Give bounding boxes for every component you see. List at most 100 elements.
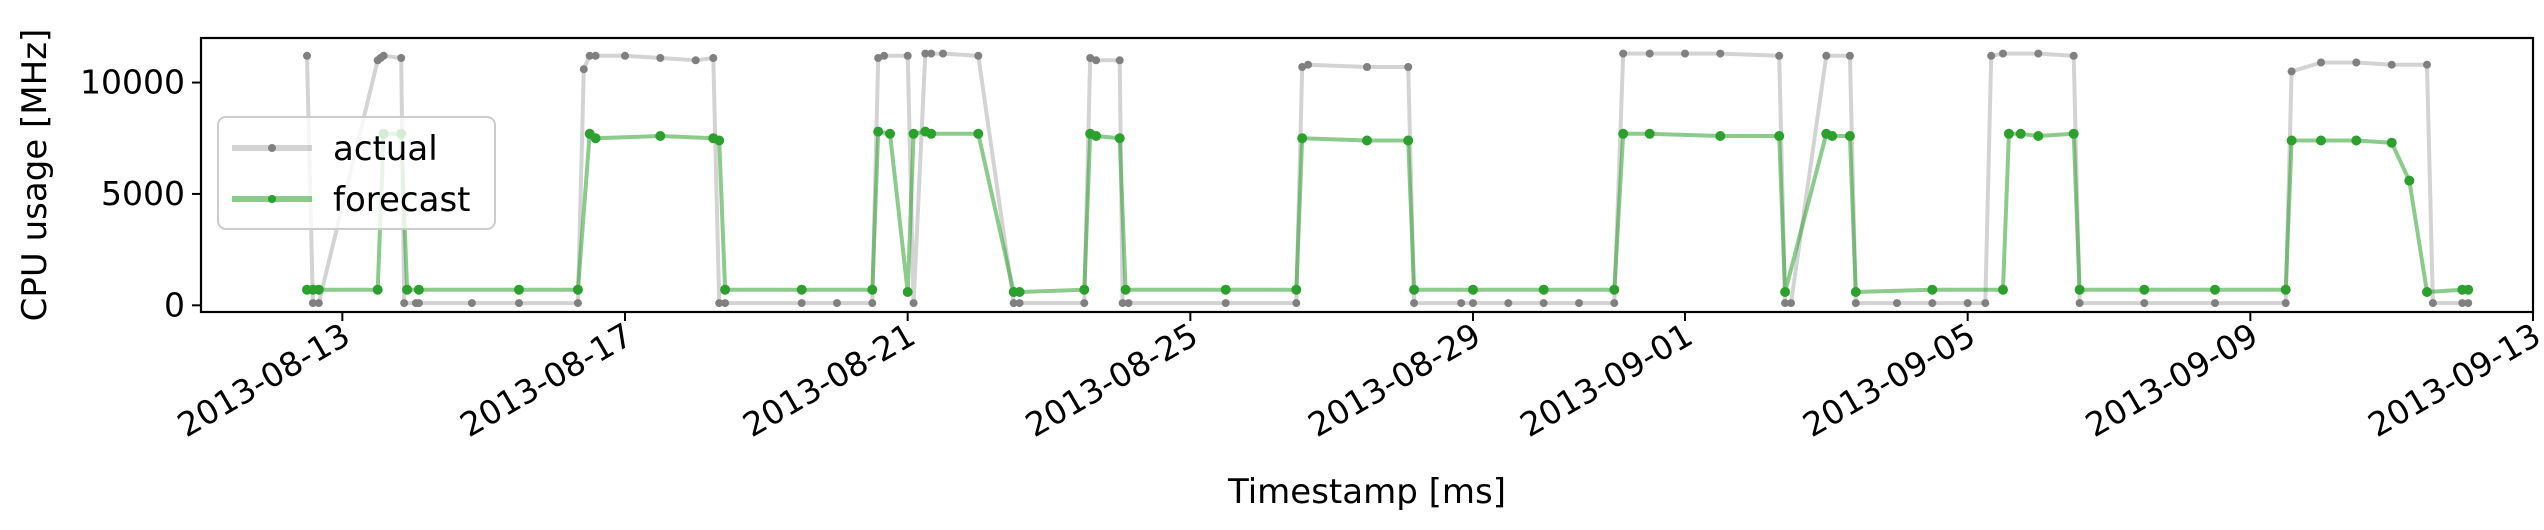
data-point-forecast: [2286, 135, 2297, 146]
data-point-actual: [1845, 51, 1854, 60]
data-point-forecast: [885, 128, 895, 139]
data-point-forecast: [873, 126, 884, 137]
data-point-forecast: [2033, 131, 2044, 141]
data-point-actual: [579, 65, 588, 74]
data-point-actual: [2317, 58, 2325, 67]
x-tick-label: 2013-08-13: [171, 315, 357, 445]
data-point-forecast: [1120, 284, 1131, 295]
data-point-actual: [1410, 299, 1419, 308]
data-point-actual: [573, 299, 582, 308]
data-point-actual: [1404, 63, 1413, 71]
legend-actual-marker: [268, 144, 276, 152]
data-point-actual: [303, 51, 311, 60]
data-point-actual: [1716, 49, 1725, 58]
data-point-actual: [400, 299, 409, 308]
data-point-forecast: [1291, 284, 1302, 295]
data-point-forecast: [1774, 131, 1785, 141]
data-point-actual: [1928, 299, 1937, 308]
data-point-forecast: [720, 284, 731, 295]
data-point-actual: [1851, 299, 1860, 308]
data-point-actual: [1981, 299, 1990, 308]
data-point-actual: [515, 299, 523, 308]
data-point-actual: [939, 49, 947, 58]
data-point-actual: [833, 299, 841, 308]
data-point-forecast: [372, 284, 383, 295]
data-point-forecast: [514, 284, 524, 295]
data-point-actual: [2069, 51, 2078, 60]
data-point-actual: [1363, 63, 1371, 71]
data-point-forecast: [1827, 131, 1838, 141]
data-point-forecast: [2386, 137, 2397, 148]
data-point-actual: [909, 299, 918, 308]
data-point-forecast: [1715, 131, 1726, 141]
data-point-actual: [1610, 299, 1619, 308]
data-point-actual: [1619, 49, 1628, 58]
legend-forecast-marker: [268, 195, 276, 203]
data-point-actual: [2458, 299, 2467, 308]
data-point-actual: [1775, 51, 1784, 60]
data-point-forecast: [1609, 284, 1620, 295]
data-point-actual: [927, 49, 936, 58]
series-actual: [303, 49, 2473, 308]
data-point-actual: [621, 51, 629, 60]
data-point-actual: [974, 51, 983, 60]
data-point-actual: [1457, 299, 1466, 308]
data-point-forecast: [867, 284, 878, 295]
data-point-actual: [2287, 67, 2296, 76]
data-point-forecast: [1468, 284, 1478, 295]
y-tick-label: 10000: [80, 63, 185, 102]
data-point-actual: [1681, 49, 1689, 58]
plot-area: [302, 49, 2474, 308]
x-tick-label: 2013-09-05: [1796, 315, 1982, 445]
data-point-actual: [880, 51, 889, 60]
data-point-forecast: [572, 284, 583, 295]
data-point-forecast: [2015, 128, 2026, 139]
data-point-forecast: [1927, 284, 1938, 295]
data-point-actual: [1469, 299, 1477, 308]
legend-forecast-label: forecast: [333, 180, 471, 220]
data-point-actual: [1539, 299, 1548, 308]
data-point-actual: [1575, 299, 1583, 308]
data-point-forecast: [908, 128, 919, 139]
data-point-actual: [1645, 49, 1654, 58]
data-point-actual: [1304, 60, 1313, 69]
data-point-forecast: [2074, 284, 2085, 295]
data-point-forecast: [1850, 287, 1861, 297]
data-point-actual: [1987, 51, 1996, 60]
x-tick-label: 2013-09-13: [2361, 315, 2544, 445]
data-point-actual: [1504, 299, 1513, 308]
data-point-forecast: [1220, 284, 1231, 295]
data-point-forecast: [902, 287, 913, 297]
data-point-actual: [2034, 49, 2043, 58]
x-tick-label: 2013-08-25: [1019, 315, 1205, 445]
series-forecast: [302, 126, 2474, 297]
data-point-actual: [2464, 299, 2473, 308]
x-axis: 2013-08-13 2013-08-17 2013-08-21 2013-08-25…: [171, 312, 2544, 445]
data-point-actual: [709, 54, 718, 62]
data-point-actual: [397, 54, 406, 62]
data-point-forecast: [1780, 287, 1791, 297]
data-point-forecast: [973, 128, 984, 139]
data-point-forecast: [796, 284, 807, 295]
data-point-actual: [2423, 60, 2431, 69]
data-point-actual: [308, 299, 317, 308]
data-point-forecast: [402, 284, 413, 295]
data-point-actual: [1999, 49, 2007, 58]
data-point-forecast: [313, 284, 324, 295]
data-point-forecast: [1644, 128, 1655, 139]
data-point-forecast: [2316, 135, 2326, 146]
data-point-actual: [2140, 299, 2149, 308]
data-point-actual: [2281, 299, 2290, 308]
data-point-actual: [2211, 299, 2219, 308]
data-point-actual: [585, 51, 594, 60]
data-point-actual: [1221, 299, 1230, 308]
data-point-forecast: [2351, 135, 2362, 146]
data-point-forecast: [714, 135, 725, 146]
data-point-forecast: [2139, 284, 2150, 295]
x-axis-label: Timestamp [ms]: [1227, 472, 1506, 512]
data-point-forecast: [1538, 284, 1549, 295]
data-point-forecast: [590, 133, 601, 144]
data-point-actual: [721, 299, 730, 308]
plot-frame: [199, 36, 2535, 314]
